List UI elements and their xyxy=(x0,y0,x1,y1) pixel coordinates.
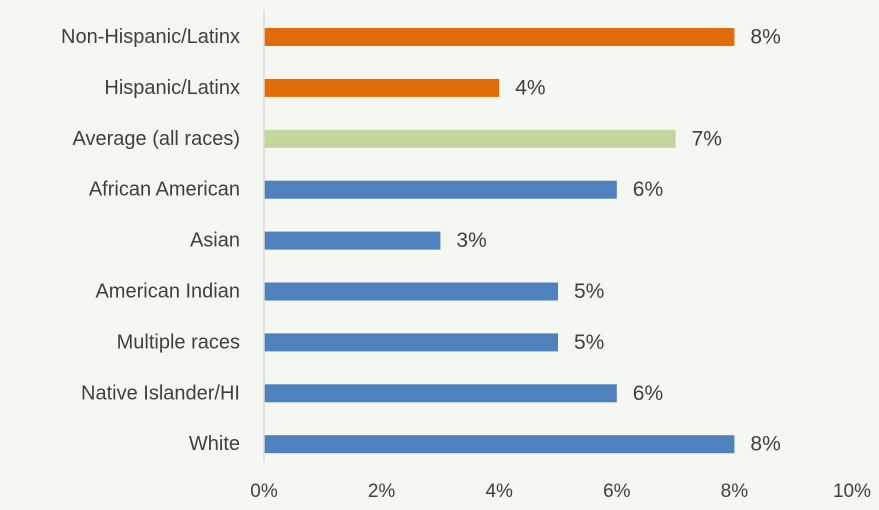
data-label-4: 3% xyxy=(456,229,486,252)
bar-1 xyxy=(264,78,500,97)
data-labels-group: 8% 4% 7% 6% 3% 5% 5% 6% 8% xyxy=(456,26,780,456)
x-tick-label-3: 6% xyxy=(603,481,631,502)
bar-3 xyxy=(264,180,617,199)
data-label-5: 5% xyxy=(574,280,604,303)
x-tick-label-0: 0% xyxy=(250,481,278,502)
bars-group xyxy=(264,28,735,454)
category-labels-group: Non-Hispanic/Latinx Hispanic/Latinx Averag… xyxy=(61,26,240,455)
data-label-0: 8% xyxy=(750,26,780,49)
bar-4 xyxy=(264,231,441,250)
x-tick-label-5: 10% xyxy=(833,481,871,502)
data-label-7: 6% xyxy=(633,382,663,405)
category-label-7: Native Islander/HI xyxy=(81,382,240,404)
bar-5 xyxy=(264,282,558,301)
data-label-3: 6% xyxy=(633,178,663,201)
bar-8 xyxy=(264,435,735,454)
category-label-0: Non-Hispanic/Latinx xyxy=(61,26,240,48)
x-tick-label-4: 8% xyxy=(721,481,749,502)
category-label-2: Average (all races) xyxy=(73,128,240,150)
category-label-6: Multiple races xyxy=(117,331,240,353)
category-label-8: White xyxy=(189,433,240,455)
x-tick-label-1: 2% xyxy=(368,481,396,502)
category-label-3: African American xyxy=(89,179,240,201)
data-label-1: 4% xyxy=(515,76,545,99)
data-label-8: 8% xyxy=(750,433,780,456)
category-label-5: American Indian xyxy=(95,281,240,303)
data-label-6: 5% xyxy=(574,331,604,354)
category-label-1: Hispanic/Latinx xyxy=(104,77,240,99)
bar-2 xyxy=(264,129,676,148)
x-tick-label-2: 4% xyxy=(485,481,513,502)
x-axis-ticks-group: 0% 2% 4% 6% 8% 10% xyxy=(250,481,871,502)
data-label-2: 7% xyxy=(692,127,722,150)
category-label-4: Asian xyxy=(190,230,240,252)
bar-0 xyxy=(264,28,735,46)
bar-6 xyxy=(264,333,558,352)
bar-7 xyxy=(264,384,617,403)
